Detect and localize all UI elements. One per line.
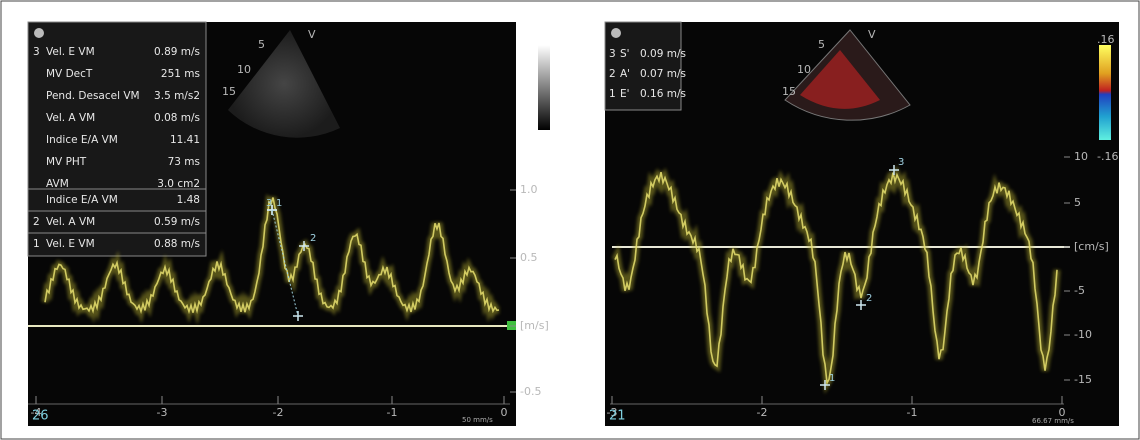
row-label: Vel. E VM xyxy=(46,238,95,250)
depth-label: 21 xyxy=(609,409,626,424)
sweep-speed: 66.67 mm/s xyxy=(1032,417,1074,425)
row-number: 3 xyxy=(33,46,40,58)
row-value: 251 ms xyxy=(161,68,200,80)
probe-label: 5 xyxy=(258,38,265,51)
y-tick-label: 10 xyxy=(1074,150,1088,163)
row-number: 1 xyxy=(33,238,40,250)
row-label: AVM xyxy=(46,178,69,190)
probe-label: 10 xyxy=(797,63,811,76)
row-label: A' xyxy=(620,68,630,80)
probe-label: V xyxy=(868,28,876,41)
row-number: 2 xyxy=(609,68,616,80)
color-scale-label: .16 xyxy=(1097,33,1115,46)
row-value: 0.59 m/s xyxy=(154,216,200,228)
y-tick-label: -10 xyxy=(1074,328,1092,341)
x-tick-label: -2 xyxy=(273,406,284,419)
row-label: MV DecT xyxy=(46,68,93,80)
row-number: 1 xyxy=(609,88,616,100)
probe-label: 10 xyxy=(237,63,251,76)
caliper-marker: 3 xyxy=(898,157,904,168)
row-label: S' xyxy=(620,48,630,60)
color-scale-label: -.16 xyxy=(1097,150,1118,163)
icon xyxy=(34,28,44,38)
caliper-marker: 1 xyxy=(276,198,282,209)
y-tick-label: -0.5 xyxy=(520,385,541,398)
y-tick-label: -15 xyxy=(1074,373,1092,386)
row-label: E' xyxy=(620,88,630,100)
caliper-marker: 1 xyxy=(829,373,835,384)
probe-label: 15 xyxy=(782,85,796,98)
x-tick-label: -3 xyxy=(157,406,168,419)
caliper-marker: 2 xyxy=(310,233,316,244)
row-label: Vel. E VM xyxy=(46,46,95,58)
row-value: 3.5 m/s2 xyxy=(154,90,200,102)
row-value: 1.48 xyxy=(177,194,200,206)
y-tick-label: [m/s] xyxy=(520,319,549,332)
depth-label: 26 xyxy=(32,409,49,424)
x-tick-label: -1 xyxy=(387,406,398,419)
figure: 3 Vel. E VM 0.89 m/s MV DecT 251 ms Pend. Des… xyxy=(0,0,1140,440)
caliper-marker: 2 xyxy=(866,293,872,304)
row-number: 2 xyxy=(33,216,40,228)
row-value: 0.89 m/s xyxy=(154,46,200,58)
row-value: 0.08 m/s xyxy=(154,112,200,124)
y-tick-label: 0.5 xyxy=(520,251,538,264)
probe-label: 5 xyxy=(818,38,825,51)
color-scale-bar xyxy=(1099,45,1111,140)
sweep-speed: 50 mm/s xyxy=(462,416,493,424)
row-value: 73 ms xyxy=(168,156,200,168)
row-value: 0.16 m/s xyxy=(640,88,686,100)
icon xyxy=(611,28,621,38)
x-tick-label: 0 xyxy=(501,406,508,419)
row-label: Indice E/A VM xyxy=(46,194,118,206)
row-label: Vel. A VM xyxy=(46,112,95,124)
probe-label: 15 xyxy=(222,85,236,98)
row-value: 0.09 m/s xyxy=(640,48,686,60)
probe-label: V xyxy=(308,28,316,41)
y-tick-label: -5 xyxy=(1074,284,1085,297)
y-tick-label: 1.0 xyxy=(520,183,538,196)
row-value: 0.88 m/s xyxy=(154,238,200,250)
gray-scale-bar xyxy=(538,45,550,130)
row-value: 11.41 xyxy=(170,134,200,146)
y-tick-label: 5 xyxy=(1074,196,1081,209)
row-number: 3 xyxy=(609,48,616,60)
row-label: MV PHT xyxy=(46,156,87,168)
row-label: Pend. Desacel VM xyxy=(46,90,140,102)
row-value: 3.0 cm2 xyxy=(157,178,200,190)
x-tick-label: -2 xyxy=(757,406,768,419)
row-value: 0.07 m/s xyxy=(640,68,686,80)
row-label: Vel. A VM xyxy=(46,216,95,228)
row-label: Indice E/A VM xyxy=(46,134,118,146)
y-tick-label: [cm/s] xyxy=(1074,240,1109,253)
x-tick-label: -1 xyxy=(907,406,918,419)
